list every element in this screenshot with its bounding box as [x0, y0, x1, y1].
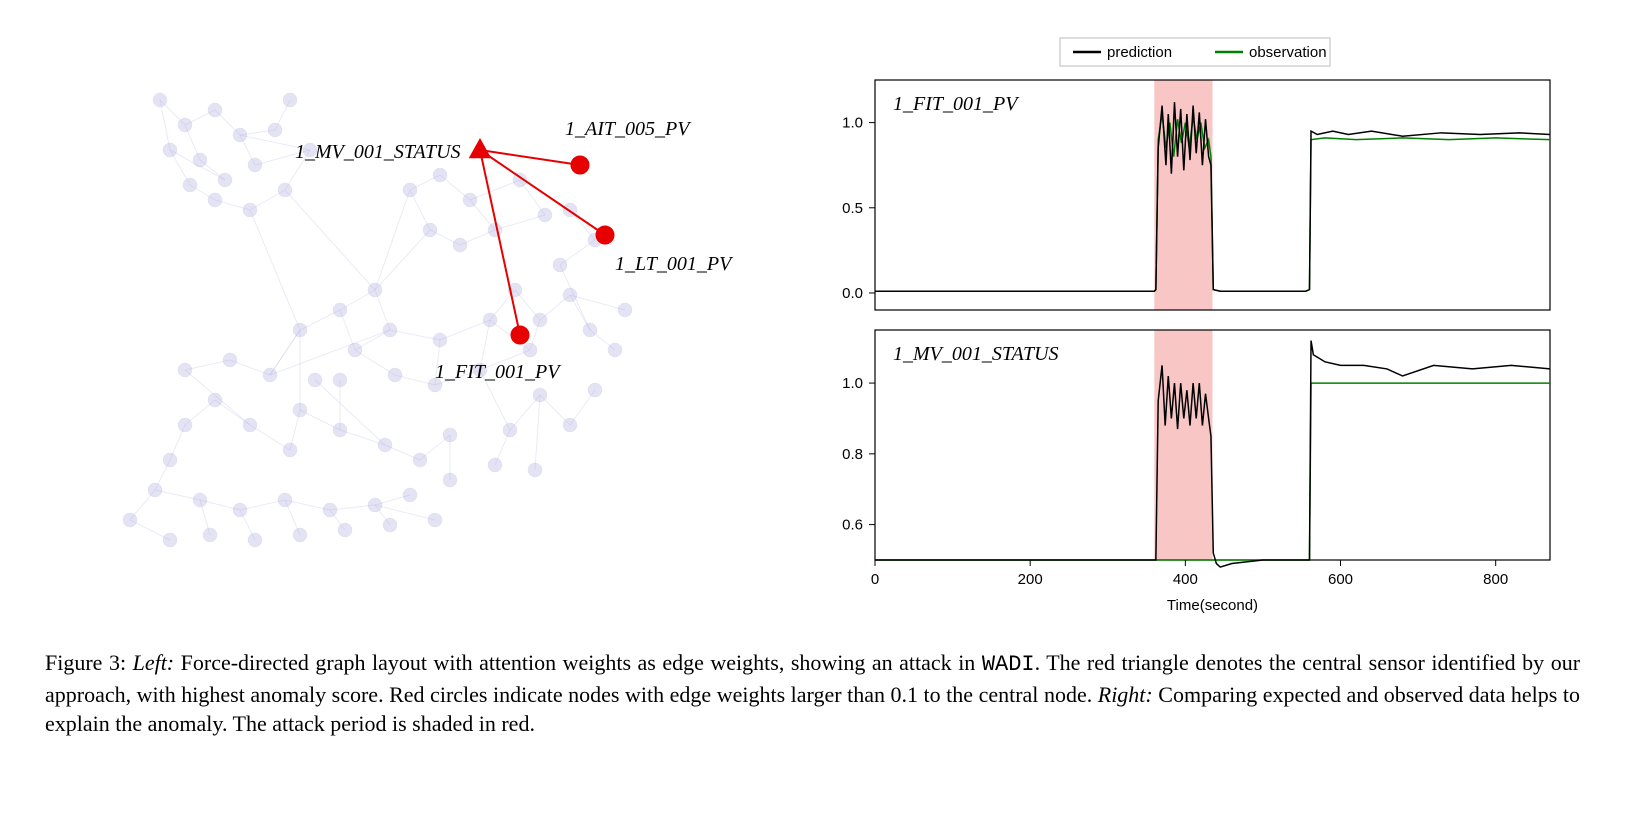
svg-text:800: 800 — [1483, 571, 1508, 588]
svg-text:Time(second): Time(second) — [1167, 597, 1258, 614]
caption-left-label: Left: — [133, 650, 175, 675]
svg-text:1.0: 1.0 — [842, 115, 863, 132]
svg-text:1_MV_001_STATUS: 1_MV_001_STATUS — [295, 141, 461, 163]
svg-text:0.6: 0.6 — [842, 517, 863, 534]
figure-row: 1_AIT_005_PV 1_LT_001_PV 1_FIT_001_PV 1_MV_… — [40, 30, 1585, 620]
svg-text:1.0: 1.0 — [842, 375, 863, 392]
timeseries-svg: prediction observation 0.0 0.5 1.0 1_FIT_001_… — [805, 30, 1565, 620]
caption-code: WADI — [982, 652, 1035, 677]
svg-text:observation: observation — [1249, 44, 1327, 61]
network-graph-panel: 1_AIT_005_PV 1_LT_001_PV 1_FIT_001_PV 1_MV_… — [40, 30, 760, 580]
svg-text:400: 400 — [1173, 571, 1198, 588]
figure-caption: Figure 3: Left: Force-directed graph lay… — [40, 648, 1585, 739]
svg-text:1_FIT_001_PV: 1_FIT_001_PV — [893, 93, 1020, 115]
svg-text:0.0: 0.0 — [842, 285, 863, 302]
svg-text:1_MV_001_STATUS: 1_MV_001_STATUS — [893, 343, 1059, 365]
svg-text:0.8: 0.8 — [842, 446, 863, 463]
svg-text:600: 600 — [1328, 571, 1353, 588]
svg-text:0: 0 — [871, 571, 879, 588]
caption-fignum: Figure 3: — [45, 650, 126, 675]
svg-text:1_LT_001_PV: 1_LT_001_PV — [615, 253, 734, 275]
svg-text:0.5: 0.5 — [842, 200, 863, 217]
timeseries-panel: prediction observation 0.0 0.5 1.0 1_FIT_001_… — [805, 30, 1565, 620]
caption-right-label: Right: — [1098, 682, 1153, 707]
caption-left-a: Force-directed graph layout with attenti… — [174, 650, 982, 675]
svg-text:1_AIT_005_PV: 1_AIT_005_PV — [565, 118, 692, 140]
svg-text:1_FIT_001_PV: 1_FIT_001_PV — [435, 361, 562, 383]
svg-text:prediction: prediction — [1107, 44, 1172, 61]
network-svg: 1_AIT_005_PV 1_LT_001_PV 1_FIT_001_PV 1_MV_… — [40, 30, 760, 580]
svg-text:200: 200 — [1018, 571, 1043, 588]
